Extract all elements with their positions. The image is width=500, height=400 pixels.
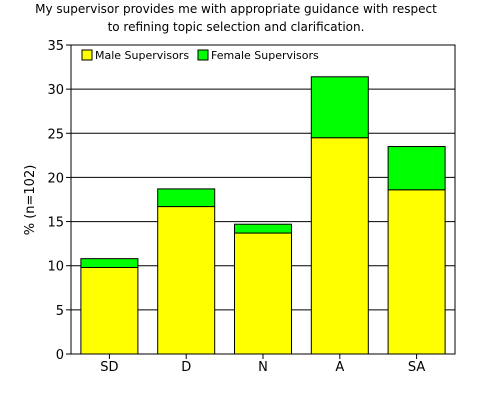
chart-title-line-2: to refining topic selection and clarific…	[108, 20, 365, 34]
bar-segment-male-sd	[80, 266, 139, 355]
legend-label-male: Male Supervisors	[95, 49, 189, 62]
x-tick-label: SA	[408, 360, 425, 375]
y-tick-label: 25	[47, 127, 64, 142]
bar-segment-female-d	[157, 188, 216, 208]
bar-segment-male-a	[310, 137, 369, 355]
legend: Male Supervisors Female Supervisors	[81, 49, 319, 62]
legend-label-female: Female Supervisors	[211, 49, 319, 62]
legend-swatch-male	[81, 49, 93, 61]
chart-title-line-1: My supervisor provides me with appropria…	[35, 2, 437, 16]
bar-segment-female-sd	[80, 258, 139, 268]
y-tick-label: 30	[47, 83, 64, 98]
bars	[80, 76, 446, 355]
y-tick-label: 0	[56, 348, 64, 363]
y-axis-ticks: 0 5 10 15 20 25 30 35	[47, 39, 71, 363]
y-tick-label: 15	[47, 216, 64, 231]
bar-segment-female-n	[234, 223, 292, 234]
x-tick-label: N	[258, 360, 268, 375]
legend-swatch-female	[197, 49, 209, 61]
bar-segment-female-a	[310, 76, 369, 139]
y-tick-label: 20	[47, 171, 64, 186]
x-tick-label: D	[181, 360, 191, 375]
bar-segment-male-n	[234, 232, 292, 355]
y-tick-label: 5	[56, 304, 64, 319]
x-axis-ticks: SD D N A SA	[100, 354, 425, 375]
y-tick-label: 10	[47, 260, 64, 275]
bar-segment-male-d	[157, 206, 216, 355]
y-tick-label: 35	[47, 39, 64, 54]
bar-segment-male-sa	[387, 189, 446, 355]
x-tick-label: A	[335, 360, 344, 375]
x-tick-label: SD	[100, 360, 118, 375]
bar-segment-female-sa	[387, 146, 446, 191]
y-axis-label: % (n=102)	[23, 165, 38, 236]
